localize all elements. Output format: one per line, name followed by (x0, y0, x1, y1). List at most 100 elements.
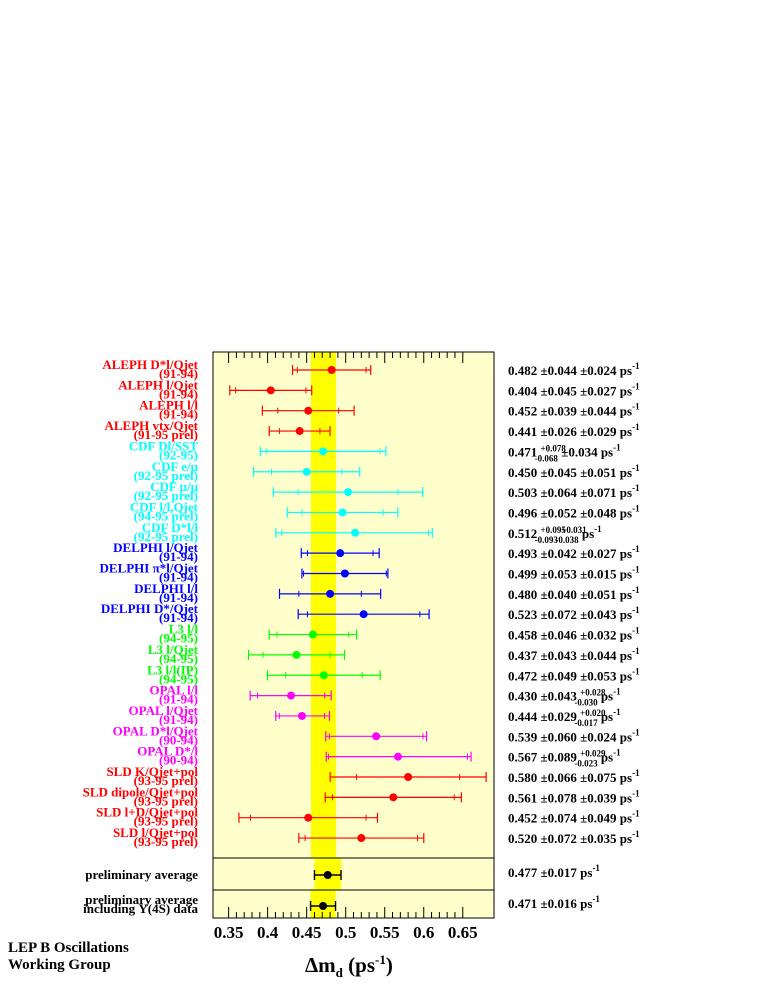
measurement-8-marker (351, 528, 360, 537)
result-syst-error-up: +0.020 (580, 708, 606, 718)
result-value: 0.437 (508, 648, 541, 663)
result-value: 0.480 (508, 587, 541, 602)
measurement-name: DELPHI l/Qjet (113, 540, 199, 555)
result-syst-error-down: -0.030 (574, 698, 598, 708)
result-stat-error: ±0.045 (541, 383, 581, 398)
average-0-marker (323, 871, 332, 879)
result-stat-error: ±0.043 (541, 648, 581, 663)
result-syst-error: ±0.024 (580, 729, 620, 744)
result-text: 0.503 ±0.064 ±0.071 ps-1 (508, 483, 640, 500)
result-unit-exp: -1 (632, 483, 640, 493)
result-unit: ps (620, 465, 632, 480)
result-syst-error: ±0.029 (580, 424, 620, 439)
result-syst-error: ±0.043 (580, 607, 620, 622)
result-stat-error: ±0.026 (541, 424, 581, 439)
result-syst-error: ±0.053 (580, 668, 620, 683)
result-syst-error: ±0.051 (580, 465, 620, 480)
result-unit: ps (620, 648, 632, 663)
measurement-0-marker (327, 366, 336, 374)
result-unit-exp: -1 (632, 503, 640, 513)
measurement-name: CDF l/l,Qjet (130, 499, 199, 514)
result-unit-exp: -1 (592, 894, 600, 904)
result-unit: ps (620, 811, 632, 826)
result-syst-error-down: -0.038 (555, 535, 579, 545)
result-unit: ps (620, 546, 632, 561)
x-tick-label: 0.45 (292, 923, 322, 942)
result-unit: ps (620, 831, 632, 846)
measurement-16-marker (287, 691, 296, 700)
result-unit-exp: -1 (632, 422, 640, 432)
measurement-period: (93-95 prel) (134, 814, 198, 829)
result-unit-exp: -1 (632, 585, 640, 595)
x-axis-title-close: ) (385, 953, 393, 977)
measurement-name: L3 l/Qjet (148, 642, 199, 657)
measurement-name: DELPHI π*l/Qjet (100, 561, 199, 576)
result-text: 0.561 ±0.078 ±0.039 ps-1 (508, 788, 640, 805)
result-value: 0.503 (508, 485, 541, 500)
result-text: 0.458 ±0.046 ±0.032 ps-1 (508, 626, 640, 643)
measurement-name: SLD l+D/Qjet+pol (96, 805, 198, 820)
result-value: 0.493 (508, 546, 541, 561)
result-stat-error: ±0.064 (541, 485, 581, 500)
result-text: 0.567 ±0.089 +0.029 -0.023 ps-1 (508, 748, 621, 769)
measurement-name: OPAL l/Qjet (129, 703, 199, 718)
measurement-6-marker (344, 488, 353, 497)
credit-line-1: LEP B Oscillations (8, 940, 129, 956)
result-syst-error: ±0.075 (580, 770, 620, 785)
result-stat-error: ±0.078 (541, 790, 581, 805)
measurement-period: (91-94) (159, 590, 198, 605)
result-unit-exp: -1 (632, 768, 640, 778)
result-syst-error: ±0.048 (580, 505, 620, 520)
measurement-7-marker (338, 508, 347, 517)
measurement-period: (93-95 prel) (134, 834, 198, 849)
result-stat-error: ±0.072 (541, 831, 581, 846)
result-text: 0.493 ±0.042 ±0.027 ps-1 (508, 544, 640, 561)
measurement-9-marker (336, 549, 345, 558)
result-syst-error: ±0.015 (580, 567, 620, 582)
collaboration-credit: LEP B Oscillations Working Group (8, 940, 129, 974)
measurement-labels: ALEPH D*l/Qjet(91-94)ALEPH l/Qjet(91-94)… (83, 357, 199, 916)
average-label: preliminary average (85, 867, 198, 882)
result-unit-exp: -1 (613, 442, 621, 452)
measurement-4-marker (319, 447, 328, 456)
result-unit-exp: -1 (594, 524, 602, 534)
average-label: preliminary average (85, 892, 198, 907)
measurement-name: SLD K/Qjet+pol (106, 764, 198, 779)
x-axis-title-main: Δm (305, 953, 336, 977)
measurement-19-marker (393, 752, 402, 761)
x-tick-label: 0.55 (370, 923, 400, 942)
measurement-period: (92-95 prel) (134, 468, 198, 483)
x-tick-label: 0.65 (448, 923, 478, 942)
result-value: 0.561 (508, 790, 541, 805)
measurement-period: (93-95 prel) (134, 793, 198, 808)
result-syst-error: ±0.049 (580, 811, 620, 826)
measurement-name: ALEPH l/l (139, 398, 198, 413)
measurement-name: SLD dipole/Qjet+pol (83, 784, 199, 799)
result-value: 0.458 (508, 628, 541, 643)
measurement-11-marker (326, 589, 335, 598)
measurement-3-marker (295, 427, 304, 436)
result-unit: ps (601, 689, 613, 704)
measurement-name: CDF D*l/l (142, 520, 199, 535)
measurement-name: CDF Dl/SST (129, 438, 199, 453)
measurement-name: L3 l/l(IP) (147, 662, 198, 677)
result-unit: ps (620, 404, 632, 419)
result-value: 0.471 (508, 896, 541, 911)
result-unit-exp: -1 (632, 626, 640, 636)
measurement-name: ALEPH D*l/Qjet (102, 357, 198, 372)
x-tick-label: 0.35 (214, 923, 244, 942)
result-unit-exp: -1 (632, 463, 640, 473)
result-unit: ps (580, 896, 592, 911)
measurement-name: DELPHI D*/Qjet (101, 601, 199, 616)
result-unit: ps (620, 505, 632, 520)
result-unit: ps (620, 485, 632, 500)
result-unit: ps (620, 567, 632, 582)
result-syst-error-up: +0.029 (580, 749, 606, 759)
result-text: 0.539 ±0.060 ±0.024 ps-1 (508, 727, 640, 744)
result-stat-error: ±0.043 (541, 689, 581, 704)
result-unit: ps (620, 770, 632, 785)
result-text: 0.452 ±0.039 ±0.044 ps-1 (508, 402, 640, 419)
measurement-14-marker (292, 650, 301, 659)
result-text: 0.437 ±0.043 ±0.044 ps-1 (508, 646, 640, 663)
result-unit-exp: -1 (613, 687, 621, 697)
